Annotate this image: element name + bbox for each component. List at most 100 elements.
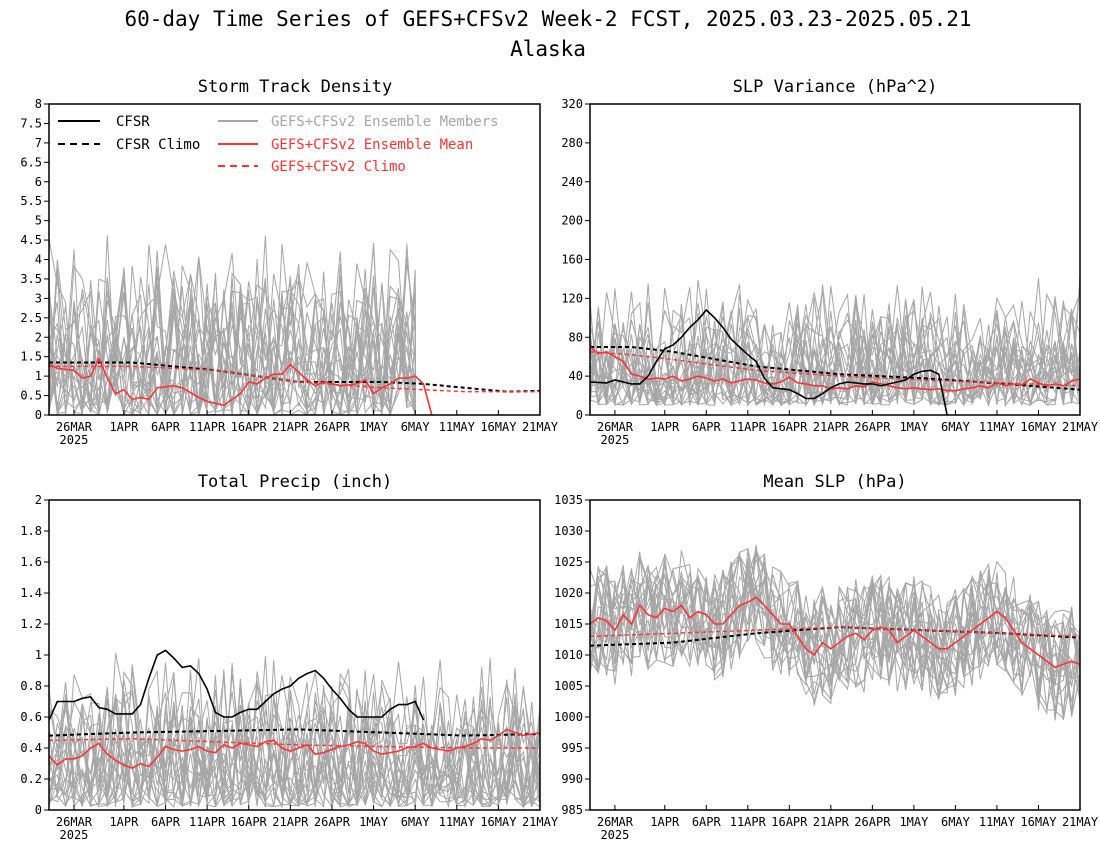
panel-title: Total Precip (inch) (198, 472, 392, 492)
y-tick-label: 5 (35, 214, 42, 228)
x-tick-label: 11MAY (979, 420, 1016, 434)
figure-title: 60-day Time Series of GEFS+CFSv2 Week-2 … (124, 7, 971, 31)
y-tick-label: 1.8 (20, 524, 42, 538)
y-tick-label: 3 (35, 291, 42, 305)
x-tick-label: 16APR (231, 815, 268, 829)
y-tick-label: 2 (35, 493, 42, 507)
x-tick-label: 11MAY (439, 420, 476, 434)
legend-label-ens-climo: GEFS+CFSv2 Climo (271, 159, 406, 175)
x-tick-label: 16MAY (480, 420, 517, 434)
x-tick-label: 26MAR (597, 815, 634, 829)
y-tick-label: 280 (561, 136, 583, 150)
x-tick-label: 16APR (771, 815, 808, 829)
x-tick-label: 1MAY (899, 420, 929, 434)
ensemble-member-line (48, 251, 416, 415)
x-tick-label: 11APR (189, 815, 226, 829)
series-cfsr-line (48, 649, 425, 721)
series-ensemble-mean-line (48, 356, 433, 416)
y-tick-label: 4 (35, 253, 42, 267)
x-tick-label: 1MAY (899, 815, 929, 829)
panel-mean-slp: Mean SLP (hPa) 985 990 995 1000 1005 1010 1015… (554, 472, 1099, 842)
x-tick-label: 6APR (692, 420, 722, 434)
ensemble-member-line (589, 562, 1081, 701)
ensemble-member-line (589, 551, 1081, 697)
x-tick-label: 26APR (854, 815, 891, 829)
ensemble-member-line (590, 294, 1081, 406)
chart-legend: CFSR CFSR Climo GEFS+CFSv2 Ensemble Memb… (58, 114, 499, 175)
y-tick-label: 1015 (554, 617, 583, 631)
x-tick-label: 11MAY (439, 815, 476, 829)
x-tick-label: 16MAY (1020, 420, 1057, 434)
legend-label-ens-mean: GEFS+CFSv2 Ensemble Mean (271, 137, 473, 153)
ensemble-members (48, 235, 416, 417)
y-tick-label: 1020 (554, 586, 583, 600)
panel-title: SLP Variance (hPa^2) (733, 77, 938, 97)
x-tick-label: 26APR (314, 420, 351, 434)
x-tick-label: 6MAY (401, 815, 431, 829)
x-tick-label: 1APR (650, 420, 680, 434)
x-tick-label: 21APR (272, 815, 309, 829)
x-tick-label: 21APR (813, 815, 850, 829)
ensemble-members (589, 276, 1081, 408)
x-tick-label: 1APR (109, 420, 139, 434)
x-tick-label: 26MAR (56, 420, 93, 434)
y-tick-label: 990 (561, 772, 583, 786)
x-tick-label: 16APR (231, 420, 268, 434)
x-tick-label: 21MAY (522, 815, 559, 829)
x-tick-label: 21MAY (1062, 420, 1099, 434)
ensemble-member-line (48, 670, 541, 809)
y-tick-label: 1 (35, 648, 42, 662)
x-tick-label: 16APR (771, 420, 808, 434)
panel-title: Storm Track Density (198, 77, 392, 97)
x-tick-label: 11APR (730, 815, 767, 829)
y-tick-label: 1010 (554, 648, 583, 662)
y-tick-label: 1025 (554, 555, 583, 569)
x-tick-label: 6MAY (941, 420, 971, 434)
legend-label-cfsr-climo: CFSR Climo (116, 137, 200, 153)
x-tick-label: 6MAY (941, 815, 971, 829)
y-tick-label: 2 (35, 330, 42, 344)
x-tick-label: 26APR (314, 815, 351, 829)
y-tick-label: 0.8 (20, 679, 42, 693)
y-tick-label: 0 (35, 408, 42, 422)
y-tick-label: 160 (561, 253, 583, 267)
y-tick-label: 2.5 (20, 311, 42, 325)
x-tick-label: 1MAY (359, 815, 389, 829)
ensemble-member-line (48, 657, 541, 808)
x-tick-label: 26MAR (597, 420, 634, 434)
series-ensemble-climo-line (589, 351, 1081, 387)
legend-label-members: GEFS+CFSv2 Ensemble Members (271, 114, 499, 130)
y-tick-label: 0.6 (20, 710, 42, 724)
y-tick-label: 1.4 (20, 586, 42, 600)
series-ensemble-climo-line (589, 626, 1081, 638)
x-tick-label: 21MAY (1062, 815, 1099, 829)
y-tick-label: 8 (35, 97, 42, 111)
y-tick-label: 985 (561, 803, 583, 817)
ensemble-member-line (589, 285, 1081, 407)
y-tick-label: 1.6 (20, 555, 42, 569)
ensemble-member-line (589, 550, 1081, 720)
y-tick-label: 1.2 (20, 617, 42, 631)
x-tick-label: 1APR (109, 815, 139, 829)
ensemble-member-line (48, 271, 416, 415)
y-tick-label: 120 (561, 291, 583, 305)
series-ensemble-climo-line (48, 737, 540, 749)
y-tick-label: 7.5 (20, 116, 42, 130)
y-tick-label: 320 (561, 97, 583, 111)
series-ensemble-mean-line (48, 728, 541, 769)
x-tick-label: 21APR (813, 420, 850, 434)
x-tick-label: 16MAY (480, 815, 517, 829)
ensemble-member-line (589, 284, 1081, 407)
x-tick-label: 16MAY (1020, 815, 1057, 829)
y-tick-label: 80 (569, 330, 583, 344)
ensemble-member-line (48, 676, 541, 807)
ensemble-member-line (48, 689, 541, 808)
y-tick-label: 40 (569, 369, 583, 383)
y-tick-label: 6 (35, 175, 42, 189)
y-tick-label: 995 (561, 741, 583, 755)
x-tick-label: 6APR (692, 815, 722, 829)
y-tick-label: 3.5 (20, 272, 42, 286)
x-year-label: 2025 (600, 433, 629, 447)
x-tick-label: 21MAY (522, 420, 559, 434)
